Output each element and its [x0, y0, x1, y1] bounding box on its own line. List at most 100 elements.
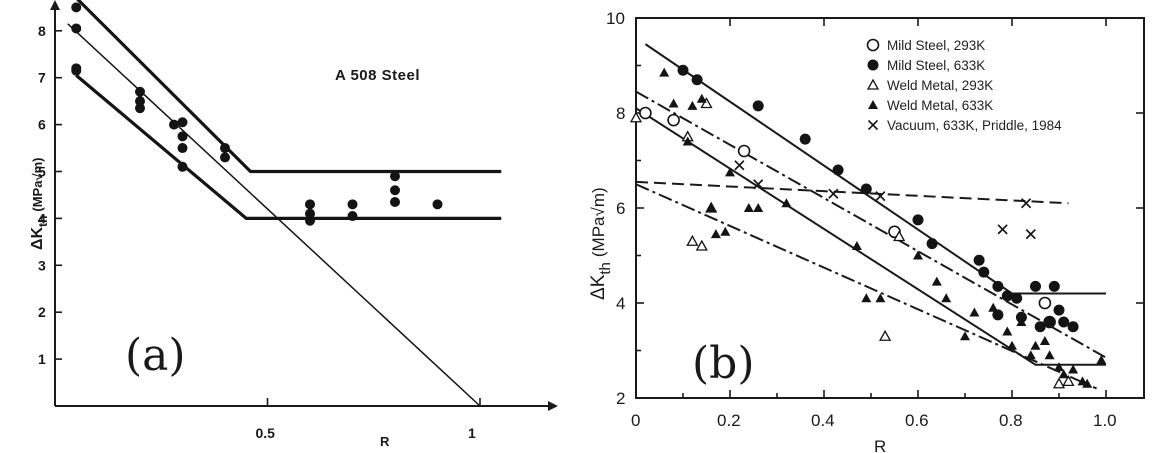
panel-a-y-tick-label: 7: [38, 70, 46, 86]
panel-b-point-filled-triangle: [931, 276, 942, 286]
panel-b-point-filled-circle: [973, 254, 985, 266]
panel-b-tick-labels: 0 0.2 0.4 0.6 0.8 1.0 2 4 6 8 10: [606, 9, 1117, 430]
panel-b-point-filled-triangle: [1016, 317, 1027, 326]
panel-b-x-tick-label: 0.6: [905, 411, 929, 430]
panel-b-point-filled-circle: [1044, 316, 1056, 328]
panel-b-point-open-triangle: [700, 97, 713, 109]
panel-a-tick-labels: 1 2 3 4 5 6 7 8 0.5 1: [38, 23, 476, 441]
panel-b-point-filled-triangle: [1068, 364, 1079, 374]
panel-a-label: (a): [125, 330, 186, 381]
panel-b-ylabel-sub: th: [597, 262, 614, 275]
panel-b-legend-label: Vacuum, 633K, Priddle, 1984: [887, 118, 1062, 133]
panel-a-lines: [67, 0, 502, 407]
panel-a-annotation: A 508 Steel: [335, 67, 420, 84]
panel-a-ylabel: ΔKth (MPa√m): [29, 158, 50, 250]
panel-b-point-filled-triangle: [753, 203, 764, 212]
panel-a-y-tick-label: 1: [38, 351, 46, 367]
panel-b-point-filled-circle: [860, 183, 872, 195]
panel-b-legend-marker-filled-triangle: [868, 100, 878, 109]
panel-a-point: [390, 185, 400, 196]
panel-b-y-tick-label: 10: [606, 9, 625, 28]
panel-b-point-filled-circle: [752, 100, 764, 112]
panel-b-label: (b): [692, 338, 755, 389]
panel-b-point-filled-triangle: [941, 293, 952, 303]
panel-b-x-tick-label: 0.4: [811, 411, 835, 430]
panel-a-point: [390, 196, 400, 207]
panel-a-point: [177, 117, 188, 128]
panel-b-point-filled-triangle: [988, 302, 999, 312]
panel-b-point-filled-circle: [677, 64, 689, 76]
panel-b-legend-marker-open-circle: [866, 38, 880, 52]
panel-a-y-tick-label: 4: [38, 210, 46, 226]
panel-a-point: [220, 152, 230, 163]
panel-a-point: [177, 143, 188, 154]
panel-b-point-filled-triangle: [743, 203, 754, 212]
panel-b-point-x: [828, 188, 839, 199]
panel-b-point-filled-circle: [832, 164, 844, 176]
panel-b-point-filled-triangle: [781, 198, 792, 208]
panel-b-point-filled-triangle: [710, 229, 721, 239]
panel-b-ylabel-main: ΔK: [588, 274, 609, 300]
panel-b-point-filled-circle: [691, 74, 703, 86]
panel-b-y-tick-label: 6: [616, 199, 625, 218]
panel-b-point-filled-circle: [1001, 290, 1013, 302]
panel-a-point: [432, 199, 443, 210]
panel-a-point: [71, 65, 82, 76]
panel-b-legend-marker-open-triangle: [866, 78, 880, 90]
panel-b-point-filled-triangle: [913, 250, 923, 260]
panel-a-point: [169, 119, 179, 130]
panel-a-ylabel-main: ΔK: [29, 227, 46, 251]
panel-b-x-tick-label: 0.8: [999, 411, 1023, 430]
panel-b-point-filled-circle: [912, 214, 924, 226]
panel-b-fit-line: [635, 107, 1106, 366]
panel-b-point-filled-triangle: [668, 98, 679, 108]
panel-a-point: [177, 161, 188, 172]
panel-b-point-filled-circle: [1011, 292, 1023, 304]
panel-a-point: [71, 23, 82, 34]
panel-b-point-filled-circle: [1067, 321, 1079, 333]
panel-b-point-x: [1021, 198, 1032, 209]
panel-a-ylabel-sub: th: [36, 216, 50, 227]
panel-b-point-open-circle: [737, 144, 751, 158]
panel-b-point-filled-triangle: [1025, 350, 1036, 360]
panel-b-point-filled-triangle: [1082, 378, 1093, 388]
panel-a-y-tick-label: 8: [38, 23, 46, 39]
panel-b-point-filled-triangle: [1054, 362, 1064, 372]
panel-b-legend-label: Weld Metal, 293K: [887, 78, 993, 93]
panel-b-point-filled-circle: [926, 238, 938, 250]
panel-a-y-tick-label: 5: [38, 164, 46, 180]
panel-b-fit-line: [635, 183, 1098, 390]
panel-b-point-open-triangle: [1052, 377, 1066, 389]
panel-b-point-filled-triangle: [682, 136, 693, 146]
panel-b-point-filled-triangle: [720, 226, 731, 236]
panel-b-x-tick-label: 1.0: [1093, 411, 1117, 430]
panel-b-point-open-triangle: [878, 329, 892, 341]
panel-a-y-arrow: [50, 0, 60, 10]
panel-b-point-open-circle: [1038, 296, 1052, 310]
panel-a-point: [347, 211, 358, 222]
panel-b-point-filled-circle: [992, 309, 1004, 321]
panel-a-xlabel: R: [380, 434, 390, 449]
panel-b-point-open-triangle: [629, 111, 643, 123]
panel-b-x-tick-label: 0.2: [717, 411, 741, 430]
panel-b-point-open-triangle: [695, 239, 708, 251]
panel-b-fit-line: [635, 90, 1107, 359]
panel-a-points: [71, 2, 443, 226]
panel-b-ylabel-units: (MPa√m): [589, 187, 608, 257]
panel-b-axes: [635, 17, 1144, 399]
panel-b-ylabel: ΔKth (MPa√m): [588, 187, 614, 300]
panel-b-point-filled-triangle: [1007, 340, 1017, 350]
panel-b-legend-label: Weld Metal, 633K: [887, 98, 993, 113]
panel-b-point-x: [1025, 229, 1036, 240]
panel-b-point-filled-triangle: [969, 307, 980, 317]
panel-b-y-tick-label: 2: [616, 389, 625, 408]
panel-b-points: [629, 64, 1107, 389]
panel-a-point: [305, 199, 315, 210]
panel-b-point-filled-circle: [992, 280, 1004, 292]
panel-b-point-filled-triangle: [696, 93, 707, 103]
panel-b-point-filled-triangle: [1044, 350, 1055, 360]
panel-a-fit-line: [67, 23, 481, 407]
panel-b-point-filled-circle: [799, 133, 811, 145]
panel-b-y-tick-label: 8: [616, 104, 625, 123]
